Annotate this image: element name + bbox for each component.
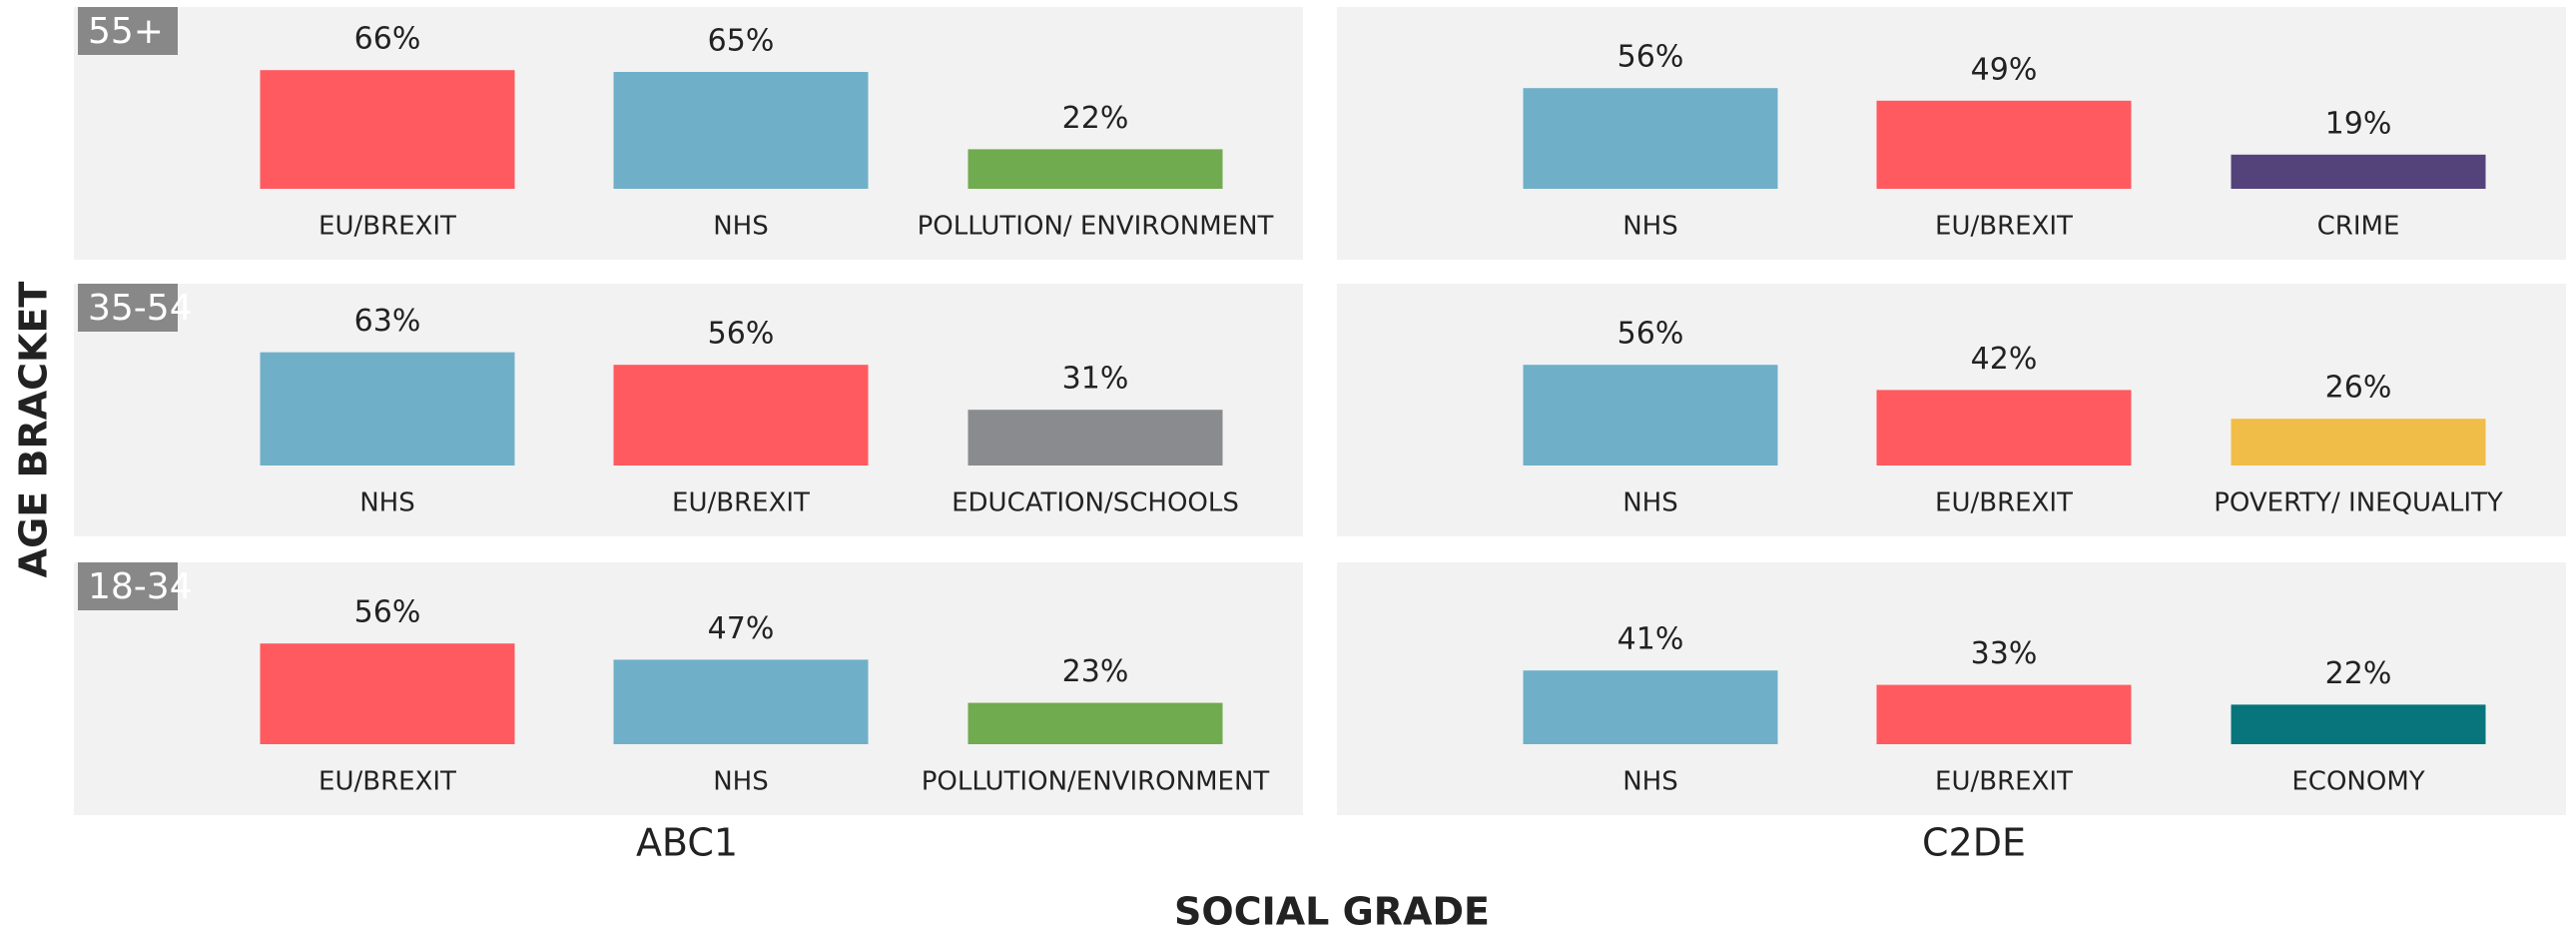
- x-axis-label: SOCIAL GRADE: [1174, 890, 1490, 934]
- bar: [260, 70, 515, 189]
- bar: [613, 365, 869, 466]
- category-label: EU/BREXIT: [672, 488, 810, 518]
- value-label: 31%: [1062, 362, 1129, 397]
- category-label: EU/BREXIT: [319, 212, 456, 242]
- value-label: 66%: [354, 22, 421, 57]
- row-label: 18-34: [88, 566, 193, 607]
- row-label: 35-54: [88, 288, 193, 329]
- value-label: 56%: [1617, 40, 1684, 75]
- bar: [2231, 419, 2486, 466]
- category-label: EU/BREXIT: [1935, 212, 2073, 242]
- value-label: 26%: [2325, 371, 2392, 406]
- row-label: 55+: [88, 11, 164, 52]
- category-label: POVERTY/ INEQUALITY: [2214, 488, 2503, 518]
- bar: [1876, 390, 2132, 466]
- bar: [2231, 154, 2486, 189]
- value-label: 22%: [1062, 101, 1129, 136]
- category-label: EU/BREXIT: [1935, 767, 2073, 797]
- bar: [260, 352, 515, 466]
- bar: [967, 410, 1223, 466]
- bar: [2231, 704, 2486, 744]
- value-label: 47%: [708, 611, 775, 646]
- bar: [613, 659, 869, 744]
- value-label: 23%: [1062, 654, 1129, 689]
- category-label: NHS: [713, 212, 769, 242]
- column-label: C2DE: [1922, 821, 2026, 865]
- category-label: EDUCATION/SCHOOLS: [952, 488, 1239, 518]
- category-label: NHS: [1622, 767, 1678, 797]
- bar: [260, 643, 515, 744]
- value-label: 42%: [1971, 342, 2038, 377]
- bar: [967, 702, 1223, 744]
- bar: [1523, 88, 1778, 189]
- category-label: NHS: [1622, 488, 1678, 518]
- category-label: POLLUTION/ ENVIRONMENT: [918, 212, 1274, 242]
- column-label: ABC1: [636, 821, 738, 865]
- category-label: NHS: [359, 488, 415, 518]
- value-label: 22%: [2325, 656, 2392, 691]
- bar: [1523, 670, 1778, 744]
- value-label: 56%: [1617, 317, 1684, 352]
- value-label: 56%: [708, 317, 775, 352]
- bar: [613, 72, 869, 189]
- category-label: NHS: [713, 767, 769, 797]
- row-label-box: [78, 284, 178, 332]
- row-label-box: [78, 7, 178, 55]
- bar: [1876, 100, 2132, 189]
- category-label: NHS: [1622, 212, 1678, 242]
- y-axis-label: AGE BRACKET: [12, 282, 56, 578]
- value-label: 63%: [354, 304, 421, 339]
- value-label: 49%: [1971, 52, 2038, 87]
- category-label: CRIME: [2317, 212, 2400, 242]
- bar: [1876, 684, 2132, 744]
- value-label: 19%: [2325, 106, 2392, 141]
- category-label: ECONOMY: [2291, 767, 2424, 797]
- bar: [1523, 365, 1778, 466]
- value-label: 41%: [1617, 622, 1684, 657]
- bar: [967, 149, 1223, 189]
- value-label: 33%: [1971, 636, 2038, 671]
- category-label: EU/BREXIT: [319, 767, 456, 797]
- category-label: EU/BREXIT: [1935, 488, 2073, 518]
- category-label: POLLUTION/ENVIRONMENT: [922, 767, 1270, 797]
- value-label: 56%: [354, 595, 421, 630]
- value-label: 65%: [708, 24, 775, 59]
- row-label-box: [78, 562, 178, 610]
